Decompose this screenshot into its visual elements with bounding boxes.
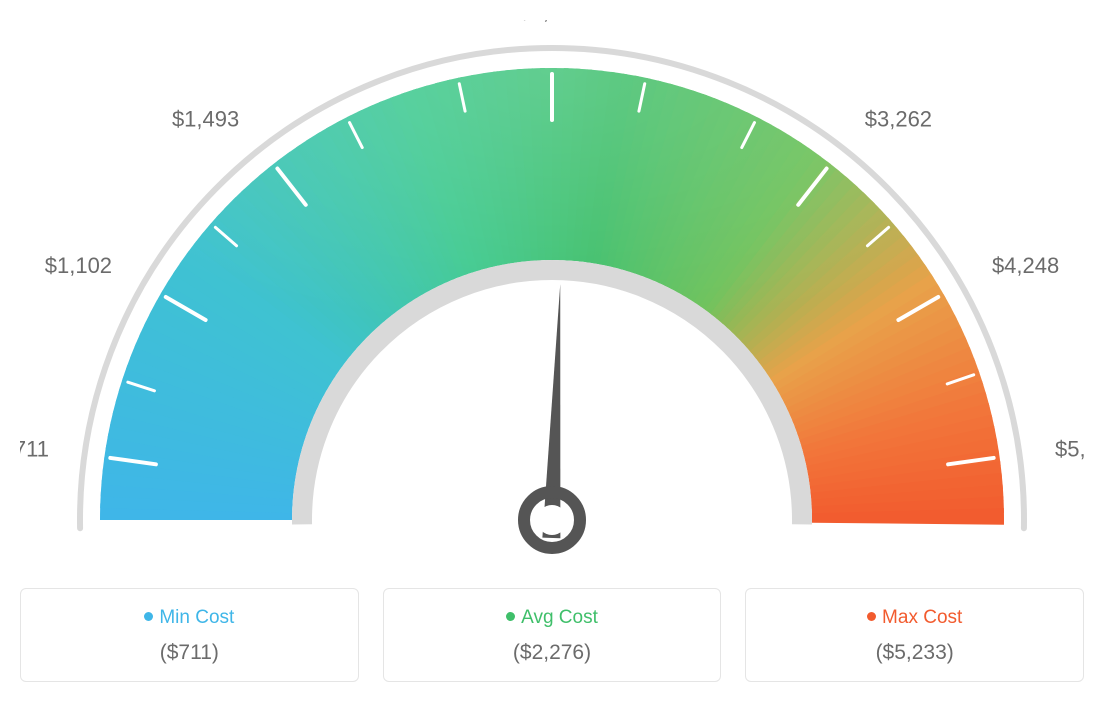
svg-text:$1,102: $1,102 <box>45 253 112 278</box>
dot-icon <box>506 612 515 621</box>
legend-title-avg: Avg Cost <box>394 607 711 629</box>
legend-value-min: ($711) <box>31 641 348 665</box>
svg-text:$711: $711 <box>20 436 49 461</box>
legend-card-min: Min Cost ($711) <box>20 588 359 682</box>
legend-title-max: Max Cost <box>756 607 1073 629</box>
svg-text:$1,493: $1,493 <box>172 107 239 132</box>
gauge-chart: $711 $1,102 $1,493 $2,276 $3,262 $4,248 $5,233 <box>20 20 1084 560</box>
legend-label-avg: Avg Cost <box>521 607 598 628</box>
dot-icon <box>867 612 876 621</box>
svg-text:$3,262: $3,262 <box>865 107 932 132</box>
legend-title-min: Min Cost <box>31 607 348 629</box>
legend-value-avg: ($2,276) <box>394 641 711 665</box>
legend-card-max: Max Cost ($5,233) <box>745 588 1084 682</box>
legend-label-max: Max Cost <box>882 607 962 628</box>
legend-card-avg: Avg Cost ($2,276) <box>383 588 722 682</box>
svg-text:$2,276: $2,276 <box>518 20 585 24</box>
legend-row: Min Cost ($711) Avg Cost ($2,276) Max Co… <box>20 588 1084 682</box>
legend-value-max: ($5,233) <box>756 641 1073 665</box>
dot-icon <box>144 612 153 621</box>
svg-text:$5,233: $5,233 <box>1055 436 1084 461</box>
svg-text:$4,248: $4,248 <box>992 253 1059 278</box>
gauge-svg: $711 $1,102 $1,493 $2,276 $3,262 $4,248 $5,233 <box>20 20 1084 560</box>
legend-label-min: Min Cost <box>159 607 234 628</box>
